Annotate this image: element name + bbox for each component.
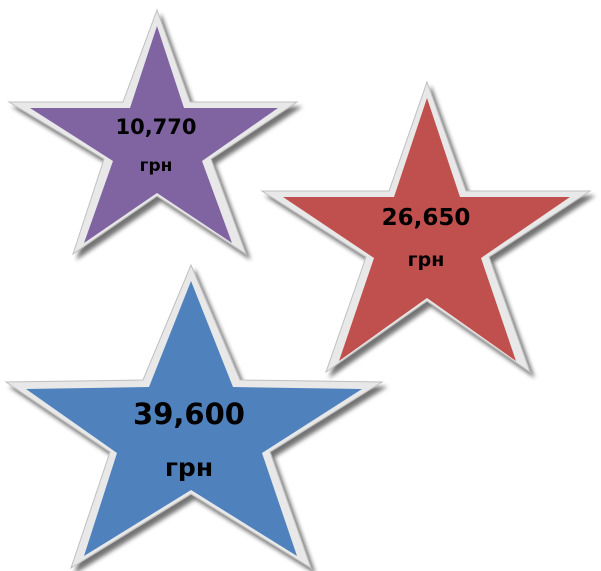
star-blue: 39,600 грн	[4, 263, 384, 570]
star-blue-shape	[26, 281, 362, 556]
star-red-unit: грн	[408, 249, 445, 271]
star-red: 26,650 грн	[260, 80, 592, 374]
star-red-value: 26,650	[382, 205, 471, 231]
star-purple-value: 10,770	[115, 115, 196, 139]
star-blue-value: 39,600	[133, 397, 245, 431]
star-purple-shape	[30, 26, 278, 243]
star-purple-unit: грн	[140, 156, 173, 176]
star-red-shape	[283, 98, 570, 361]
star-purple: 10,770 грн	[7, 8, 299, 256]
star-blue-unit: грн	[165, 453, 213, 482]
